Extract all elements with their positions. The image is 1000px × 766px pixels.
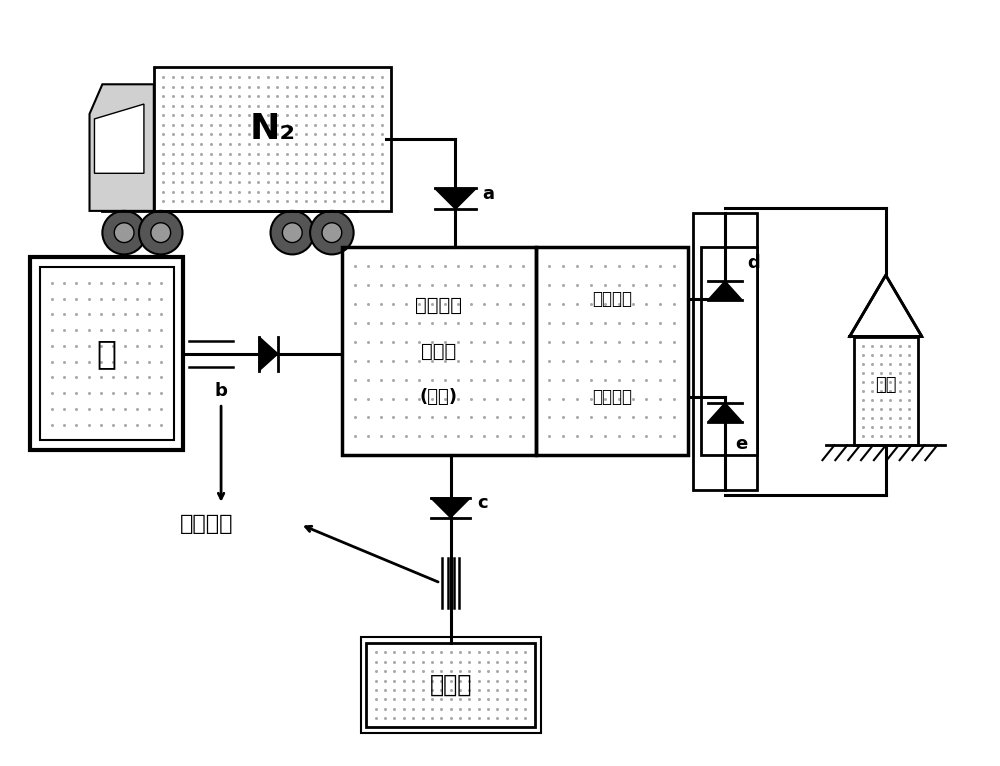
Polygon shape — [708, 403, 742, 421]
Bar — [366, 643, 535, 727]
Text: d: d — [747, 254, 760, 272]
Bar — [40, 267, 174, 440]
Circle shape — [282, 223, 302, 243]
Polygon shape — [708, 281, 742, 300]
Circle shape — [310, 211, 354, 254]
Polygon shape — [90, 84, 154, 211]
Bar — [854, 336, 918, 445]
Text: 高压泵组: 高压泵组 — [179, 515, 233, 535]
Circle shape — [151, 223, 171, 243]
Bar — [366, 643, 535, 727]
Bar — [154, 67, 391, 211]
Text: 化装置: 化装置 — [421, 342, 456, 361]
Polygon shape — [94, 104, 144, 173]
Bar — [854, 336, 918, 445]
Text: 化学剂: 化学剂 — [429, 673, 472, 697]
Text: 正常出口: 正常出口 — [592, 388, 632, 406]
Bar — [536, 247, 688, 455]
Text: (简图): (简图) — [420, 388, 458, 406]
Text: 雾化出口: 雾化出口 — [592, 290, 632, 309]
Text: 水: 水 — [97, 337, 117, 370]
Text: 井口: 井口 — [875, 376, 897, 394]
Polygon shape — [431, 498, 470, 518]
Circle shape — [102, 211, 146, 254]
Bar — [361, 637, 541, 733]
Circle shape — [139, 211, 182, 254]
Text: N₂: N₂ — [249, 113, 296, 146]
Bar — [536, 247, 688, 455]
Bar — [154, 67, 391, 211]
Bar — [30, 257, 183, 450]
Circle shape — [271, 211, 314, 254]
Text: c: c — [477, 494, 488, 512]
Bar — [342, 247, 536, 455]
Circle shape — [114, 223, 134, 243]
Bar — [40, 267, 174, 440]
Text: b: b — [215, 382, 228, 401]
Polygon shape — [259, 337, 278, 371]
Polygon shape — [435, 188, 476, 209]
Bar — [693, 213, 757, 489]
Text: e: e — [735, 435, 747, 453]
Polygon shape — [850, 275, 922, 336]
Circle shape — [322, 223, 342, 243]
Text: a: a — [482, 185, 494, 203]
Text: 脌动一体: 脌动一体 — [415, 296, 462, 315]
Bar — [701, 247, 757, 455]
Bar — [342, 247, 536, 455]
